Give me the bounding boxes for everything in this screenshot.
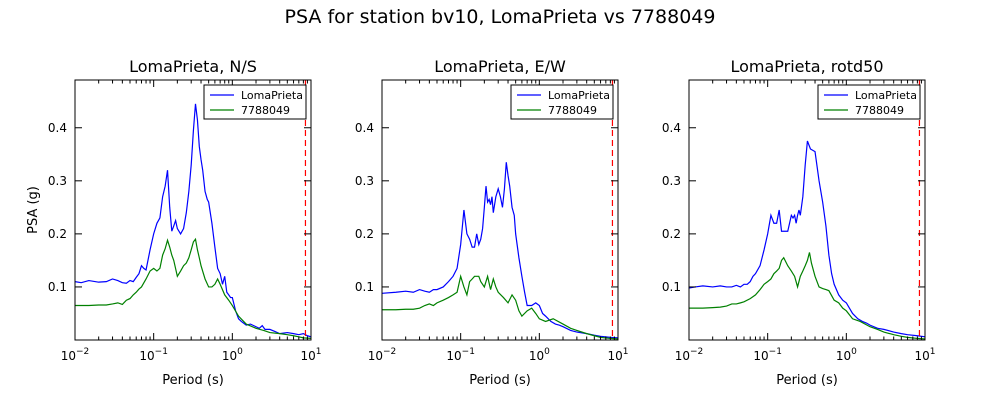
legend: LomaPrieta 7788049 <box>203 84 307 120</box>
legend-label: 7788049 <box>241 104 290 117</box>
series-line-lomaprieta <box>688 140 926 338</box>
x-tick-label: 10−2 <box>368 347 397 363</box>
x-tick-label: 101 <box>607 347 628 363</box>
y-tick-label: 0.2 <box>355 227 374 241</box>
x-tick-label: 10−1 <box>139 347 168 363</box>
chart-title: LomaPrieta, rotd50 <box>730 57 883 76</box>
legend-label: 7788049 <box>855 104 904 117</box>
legend-label: LomaPrieta <box>855 89 917 102</box>
x-axis-label: Period (s) <box>469 373 531 388</box>
legend-label: LomaPrieta <box>548 89 610 102</box>
y-tick-label: 0.3 <box>48 174 67 188</box>
y-tick-label: 0.1 <box>662 280 681 294</box>
x-tick-label: 100 <box>836 347 857 363</box>
legend-label: 7788049 <box>548 104 597 117</box>
x-axis-label: Period (s) <box>776 373 838 388</box>
plot-frame <box>381 79 619 341</box>
chart-title: LomaPrieta, E/W <box>434 57 566 76</box>
x-tick-label: 101 <box>300 347 321 363</box>
chart-panel-1: 10−2 10−1 100 101 0.1 0.2 0.3 0.4 LomaPrieta, N/… <box>26 57 322 388</box>
x-tick-label: 10−1 <box>446 347 475 363</box>
plot-frame <box>74 79 312 341</box>
y-tick-label: 0.4 <box>48 121 67 135</box>
chart-panel-2: 10−2 10−1 100 101 0.1 0.2 0.3 0.4 LomaPrieta, E/… <box>355 57 629 388</box>
x-tick-label: 101 <box>914 347 935 363</box>
x-axis-label: Period (s) <box>162 373 224 388</box>
chart-title: LomaPrieta, N/S <box>129 57 257 76</box>
series-line-lomaprieta <box>74 103 312 338</box>
y-axis-label: PSA (g) <box>26 186 41 234</box>
x-tick-label: 10−2 <box>61 347 90 363</box>
y-tick-label: 0.3 <box>662 174 681 188</box>
x-tick-label: 10−2 <box>675 347 704 363</box>
y-tick-label: 0.3 <box>355 174 374 188</box>
plot-frame <box>688 79 926 341</box>
legend: LomaPrieta 7788049 <box>817 84 921 120</box>
legend-box <box>817 84 921 120</box>
legend-box <box>510 84 614 120</box>
series-line-7788049 <box>689 252 926 340</box>
series-line-7788049 <box>382 273 619 340</box>
x-tick-label: 100 <box>529 347 550 363</box>
y-tick-label: 0.4 <box>662 121 681 135</box>
chart-panel-3: 10−2 10−1 100 101 0.1 0.2 0.3 0.4 LomaPrieta, ro… <box>662 57 936 388</box>
y-tick-label: 0.2 <box>662 227 681 241</box>
y-tick-label: 0.1 <box>355 280 374 294</box>
legend-box <box>203 84 307 120</box>
series-line-lomaprieta <box>381 162 619 339</box>
y-tick-label: 0.1 <box>48 280 67 294</box>
x-tick-label: 100 <box>222 347 243 363</box>
y-tick-label: 0.4 <box>355 121 374 135</box>
legend-label: LomaPrieta <box>241 89 303 102</box>
y-tick-label: 0.2 <box>48 227 67 241</box>
figure-title: PSA for station bv10, LomaPrieta vs 7788… <box>285 6 716 28</box>
legend: LomaPrieta 7788049 <box>510 84 614 120</box>
series-line-7788049 <box>75 237 312 340</box>
x-tick-label: 10−1 <box>753 347 782 363</box>
